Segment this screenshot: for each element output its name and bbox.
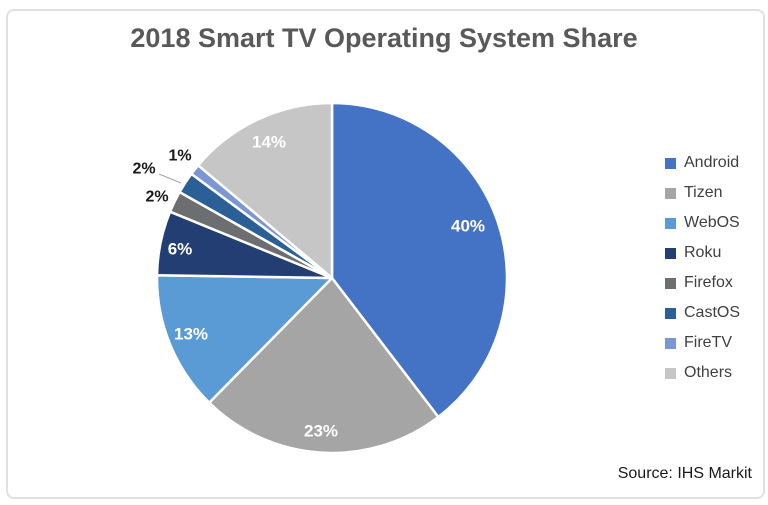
data-label-others: 14% <box>252 133 286 152</box>
legend-swatch-tizen <box>665 187 676 199</box>
data-label-roku: 6% <box>168 240 193 259</box>
legend-swatch-webos <box>665 217 676 229</box>
legend-label-others: Others <box>684 364 733 381</box>
legend-swatch-firefox <box>665 277 676 289</box>
legend-swatch-firetv <box>665 337 676 349</box>
pie-slice-tizen <box>207 276 440 455</box>
legend-item-others: Others <box>665 358 740 388</box>
pie-slice-webos <box>155 274 334 404</box>
pie-slice-android <box>330 101 509 419</box>
legend-label-webos: WebOS <box>684 214 740 231</box>
data-label-firefox: 2% <box>145 189 168 206</box>
data-label-tizen: 23% <box>304 422 338 441</box>
legend-label-firetv: FireTV <box>684 334 732 351</box>
legend: Android Tizen WebOS Roku Firefox CastOS FireTV… <box>665 148 740 388</box>
data-label-android: 40% <box>451 217 485 236</box>
legend-label-castos: CastOS <box>684 304 741 321</box>
legend-item-roku: Roku <box>665 238 740 268</box>
data-label-firetv: 1% <box>168 148 191 165</box>
legend-swatch-castos <box>665 307 676 319</box>
legend-label-android: Android <box>684 154 740 171</box>
chart-title: 2018 Smart TV Operating System Share <box>130 23 638 53</box>
legend-item-firefox: Firefox <box>665 268 740 298</box>
legend-swatch-roku <box>665 247 676 259</box>
data-label-castos: 2% <box>132 161 155 178</box>
pie-slice-others <box>196 101 334 280</box>
legend-item-firetv: FireTV <box>665 328 740 358</box>
legend-item-castos: CastOS <box>665 298 740 328</box>
legend-item-android: Android <box>665 148 740 178</box>
legend-label-roku: Roku <box>684 244 722 261</box>
data-label-webos: 13% <box>174 325 208 344</box>
legend-swatch-others <box>665 367 676 379</box>
leader-line-castos <box>158 173 182 184</box>
legend-item-webos: WebOS <box>665 208 740 238</box>
legend-swatch-android <box>665 157 676 169</box>
legend-label-tizen: Tizen <box>684 184 723 201</box>
legend-item-tizen: Tizen <box>665 178 740 208</box>
legend-label-firefox: Firefox <box>684 274 733 291</box>
source-note: Source: IHS Markit <box>617 465 752 482</box>
